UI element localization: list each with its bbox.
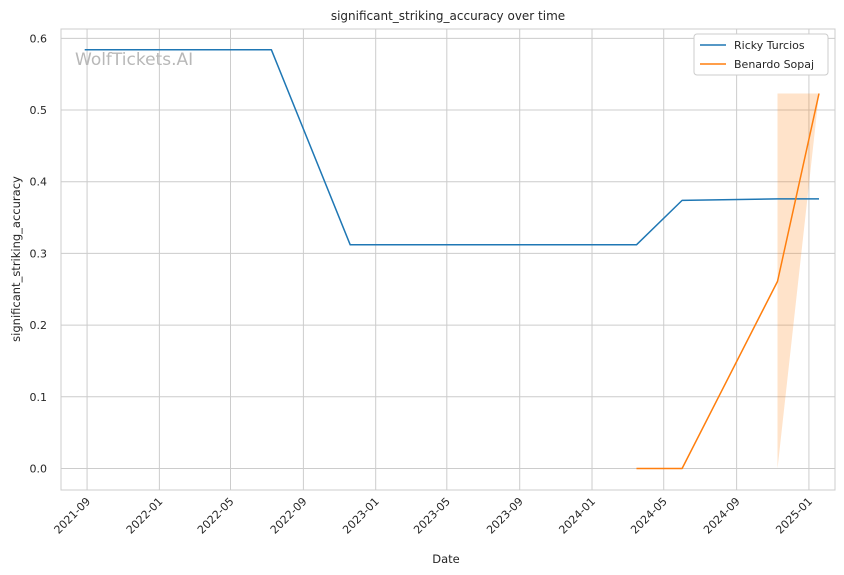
y-tick-label-0.6: 0.6	[30, 32, 48, 45]
plot-frame	[60, 28, 836, 491]
y-tick-label-0.4: 0.4	[30, 176, 48, 189]
y-tick-label-0.1: 0.1	[30, 391, 48, 404]
x-tick-label-2022-09: 2022-09	[268, 495, 310, 537]
chart-title: significant_striking_accuracy over time	[331, 9, 565, 23]
plot-background	[61, 29, 835, 490]
y-axis-ticks: 0.0 0.1 0.2 0.3 0.4 0.5 0.6	[30, 32, 48, 475]
y-tick-label-0.3: 0.3	[30, 247, 48, 260]
series-line-benardo-sopaj	[636, 93, 820, 470]
x-axis-label: Date	[432, 552, 460, 566]
watermark: WolfTickets.AI	[75, 50, 193, 70]
y-axis-label: significant_striking_accuracy	[9, 176, 23, 342]
y-tick-label-0.0: 0.0	[30, 462, 48, 475]
y-tick-label-0.5: 0.5	[30, 104, 48, 117]
x-tick-label-2021-09: 2021-09	[52, 495, 94, 537]
x-tick-label-2024-05: 2024-05	[628, 495, 670, 537]
legend-label-benardo-sopaj: Benardo Sopaj	[734, 58, 814, 71]
series-line-ricky-turcios	[84, 49, 819, 246]
legend-box	[693, 33, 829, 76]
x-tick-label-2023-09: 2023-09	[484, 495, 526, 537]
series-lines	[84, 49, 820, 470]
x-axis-ticks: 2021-09 2022-01 2022-05 2022-09 2023-01 2023-…	[52, 495, 816, 537]
x-tick-label-2025-01: 2025-01	[773, 495, 815, 537]
y-tick-label-0.2: 0.2	[30, 319, 48, 332]
legend: Ricky Turcios Benardo Sopaj	[693, 33, 829, 76]
x-tick-label-2022-01: 2022-01	[124, 495, 166, 537]
x-tick-label-2023-01: 2023-01	[340, 495, 382, 537]
legend-label-ricky-turcios: Ricky Turcios	[734, 39, 805, 52]
x-tick-label-2024-09: 2024-09	[701, 495, 743, 537]
x-tick-label-2022-05: 2022-05	[195, 495, 237, 537]
x-tick-label-2023-05: 2023-05	[411, 495, 453, 537]
x-tick-label-2024-01: 2024-01	[556, 495, 598, 537]
grid	[61, 29, 835, 490]
confidence-band-layer	[777, 93, 819, 469]
confidence-band-benardo-sopaj	[777, 93, 819, 469]
